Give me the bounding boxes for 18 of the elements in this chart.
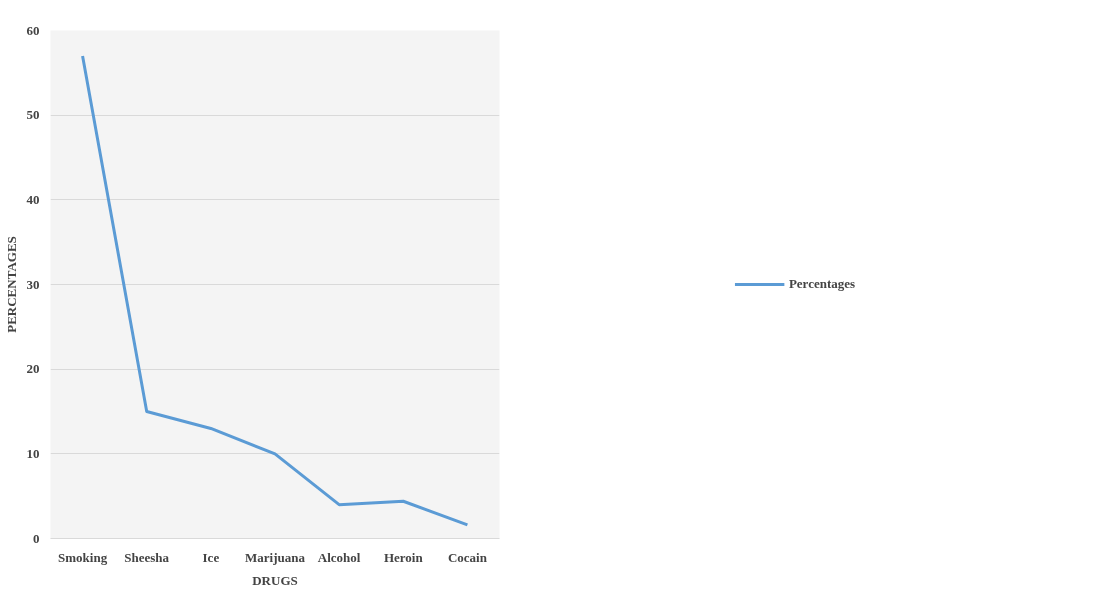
y-axis-title: PERCENTAGES [3, 236, 19, 333]
x-tick-label: Alcohol [317, 549, 361, 565]
y-tick-label: 40 [26, 191, 40, 207]
y-tick-label: 10 [26, 445, 40, 461]
x-axis-title: DRUGS [252, 572, 298, 588]
y-tick-label: 0 [33, 530, 40, 546]
y-tick-label: 50 [26, 107, 40, 123]
x-tick-label: Heroin [383, 549, 424, 565]
y-tick-label: 60 [26, 22, 40, 38]
y-tick-label: 20 [26, 361, 40, 377]
x-tick-label: Marijuana [245, 549, 306, 565]
line-series [81, 54, 469, 527]
legend-label: Percentages [788, 276, 856, 292]
x-tick-label: Cocain [447, 549, 488, 565]
y-tick-label: 30 [26, 276, 40, 292]
x-tick-label: Smoking [58, 549, 108, 565]
x-tick-label: Ice [202, 549, 220, 565]
x-tick-label: Sheesha [124, 549, 170, 565]
